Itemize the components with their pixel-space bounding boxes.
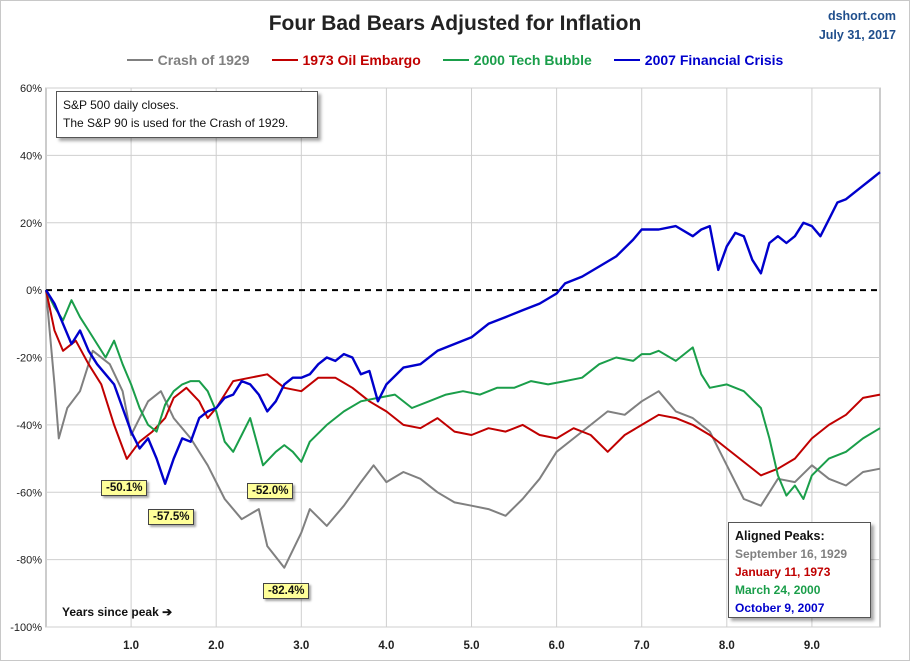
data-note-line2: The S&P 90 is used for the Crash of 1929…: [63, 116, 289, 130]
y-tick-label: -40%: [16, 420, 42, 432]
legend-swatch-1973: [271, 59, 298, 61]
source-block: dshort.com July 31, 2017: [819, 7, 896, 45]
legend-item-2000: 2000 Tech Bubble: [442, 52, 592, 68]
y-tick-label: 60%: [20, 83, 42, 95]
x-tick-label: 6.0: [549, 640, 565, 652]
y-tick-label: 40%: [20, 150, 42, 162]
series-line-1: [45, 290, 881, 569]
series-lines: [44, 171, 881, 569]
aligned-peak-1973: January 11, 1973: [735, 565, 831, 579]
x-tick-label: 1.0: [123, 640, 139, 652]
legend-label-2000: 2000 Tech Bubble: [473, 52, 592, 68]
y-tick-label: 20%: [20, 218, 42, 230]
y-tick-label: -60%: [16, 487, 42, 499]
legend-swatch-2007: [613, 59, 640, 61]
x-tick-label: 7.0: [634, 640, 650, 652]
legend-label-2007: 2007 Financial Crisis: [644, 52, 784, 68]
series-line-2: [45, 289, 881, 477]
aligned-peaks-heading: Aligned Peaks:: [735, 529, 825, 543]
trough-label-1929: -82.4%: [263, 583, 310, 599]
trough-label-2000: -52.0%: [247, 483, 294, 499]
x-tick-label: 5.0: [464, 640, 480, 652]
y-axis-ticks: 60% 40% 20% 0% -20% -40% -60% -80% -100%: [10, 83, 42, 634]
x-tick-label: 2.0: [208, 640, 224, 652]
aligned-peak-2007: October 9, 2007: [735, 601, 825, 615]
y-tick-label: 0%: [26, 285, 42, 297]
chart-title: Four Bad Bears Adjusted for Inflation: [268, 12, 642, 35]
x-tick-label: 8.0: [719, 640, 735, 652]
x-axis-ticks: 1.0 2.0 3.0 4.0 5.0 6.0 7.0 8.0 9.0: [123, 640, 820, 652]
legend-label-1929: Crash of 1929: [157, 52, 250, 68]
legend-item-2007: 2007 Financial Crisis: [613, 52, 784, 68]
x-tick-label: 3.0: [293, 640, 309, 652]
trough-label-1973: -50.1%: [101, 480, 148, 496]
series-line-4: [44, 171, 881, 485]
data-note-line1: S&P 500 daily closes.: [63, 98, 179, 112]
x-tick-label: 9.0: [804, 640, 820, 652]
y-tick-label: -20%: [16, 353, 42, 365]
x-tick-label: 4.0: [378, 640, 394, 652]
legend-item-1929: Crash of 1929: [126, 52, 250, 68]
series-line-3: [45, 289, 881, 500]
legend-swatch-2000: [442, 59, 469, 61]
aligned-peak-2000: March 24, 2000: [735, 583, 821, 597]
legend-label-1973: 1973 Oil Embargo: [302, 52, 421, 68]
data-note: S&P 500 daily closes. The S&P 90 is used…: [56, 91, 318, 138]
source-date: July 31, 2017: [818, 28, 896, 42]
legend-item-1973: 1973 Oil Embargo: [271, 52, 421, 68]
aligned-peak-1929: September 16, 1929: [735, 547, 848, 561]
legend-swatch-1929: [126, 59, 153, 61]
y-tick-label: -80%: [16, 555, 42, 567]
x-axis-title: Years since peak ➔: [62, 605, 173, 619]
source-site: dshort.com: [827, 9, 896, 23]
aligned-peaks-box: Aligned Peaks: September 16, 1929 Januar…: [728, 522, 871, 618]
legend: Crash of 1929 1973 Oil Embargo 2000 Tech…: [0, 52, 910, 68]
trough-label-2007: -57.5%: [148, 509, 195, 525]
y-tick-label: -100%: [10, 622, 42, 634]
